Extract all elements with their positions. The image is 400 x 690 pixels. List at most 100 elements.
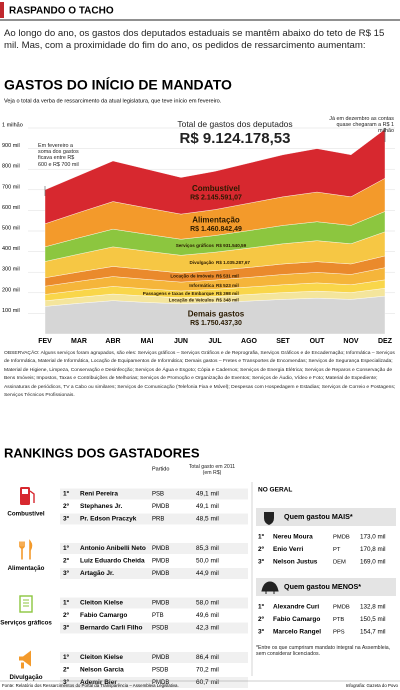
rank: 3º: [63, 516, 70, 523]
party: PMDB: [333, 535, 350, 541]
total: 49,6 mil: [196, 612, 219, 619]
name: Fabio Camargo: [80, 612, 127, 619]
overall-title: NO GERAL: [258, 487, 292, 494]
name: Ademir Bier: [80, 679, 117, 686]
name: Bernardo Carli Filho: [80, 625, 143, 632]
icon: [29, 539, 33, 560]
header-title: RASPANDO O TACHO: [9, 6, 114, 17]
icon: [22, 489, 28, 494]
rank: 3º: [63, 570, 70, 577]
name: Nelson Garcia: [80, 667, 124, 674]
party: PMDB: [152, 504, 169, 510]
area-label: Passagens e taxas de Embarque: [143, 291, 215, 296]
y-tick-label: 700 mil: [2, 184, 20, 190]
party: PT: [333, 547, 341, 553]
area-label: Informática: [189, 283, 214, 288]
total: 70,2 mil: [196, 667, 219, 674]
total: 150,5 mil: [360, 616, 386, 623]
area-label: Locação de Veículos: [169, 297, 215, 302]
area-value: R$ 398 mil: [216, 291, 239, 296]
source: Fonte: Relatório dos Ressarcimentos do P…: [2, 683, 179, 688]
icon: [261, 581, 279, 594]
name: Marcelo Rangel: [273, 629, 321, 636]
rank: 3º: [63, 625, 70, 632]
total: 132,8 mil: [360, 604, 386, 611]
total: 154,7 mil: [360, 629, 386, 636]
rank: 3º: [258, 629, 265, 636]
category-name: Alimentação: [8, 565, 45, 572]
party: PMDB: [152, 655, 169, 661]
area-label: Demais gastos: [188, 310, 245, 319]
y-tick-label: 800 mil: [2, 164, 20, 170]
area: [44, 128, 386, 225]
row-bg: [60, 488, 248, 500]
x-tick-label: AGO: [241, 338, 258, 345]
rank: 2º: [63, 503, 70, 510]
row-bg: [60, 677, 248, 688]
observation: OBSERVAÇÃO: Alguns serviços foram agrupa…: [4, 351, 396, 399]
col-party: Partido: [152, 466, 169, 472]
intro: Ao longo do ano, os gastos dos deputados…: [4, 28, 385, 51]
y-tick-label: 1 milhão: [2, 122, 23, 128]
rank: 1º: [258, 534, 265, 541]
area-label: Locação de Imóveis: [170, 274, 214, 279]
party: PMDB: [152, 546, 169, 552]
party: PMDB: [333, 605, 350, 611]
total-value: R$ 9.124.178,53: [179, 130, 291, 147]
row-bg: [60, 652, 248, 663]
icon: [29, 490, 35, 503]
area-value: R$ 2.145.591,07: [190, 194, 242, 201]
row-bg: [60, 555, 248, 567]
party: PSDB: [152, 626, 168, 632]
x-tick-label: ABR: [105, 338, 120, 345]
name: Cleiton Kielse: [80, 600, 123, 607]
party: PMDB: [152, 571, 169, 577]
category-name: Divulgação: [9, 674, 42, 681]
area-label: Divulgação: [189, 260, 214, 265]
rank: 1º: [63, 545, 70, 552]
area-label: Combustível: [192, 184, 240, 193]
group-header: [256, 578, 396, 596]
col-total: Total gasto em 2011 (em R$): [188, 464, 236, 476]
party: PMDB: [152, 601, 169, 607]
chart-subtitle: Veja o total da verba de ressarcimento d…: [4, 98, 222, 104]
x-tick-label: DEZ: [378, 338, 393, 345]
x-tick-label: MAI: [141, 338, 154, 345]
x-tick-label: FEV: [38, 338, 52, 345]
total: 169,0 mil: [360, 559, 386, 566]
category-name: Combustível: [7, 511, 44, 518]
total: 85,3 mil: [196, 545, 219, 552]
name: Cleiton Kielse: [80, 654, 123, 661]
row-bg: [60, 622, 248, 634]
party: DEM: [333, 560, 346, 566]
overall: Quem gastou MAIS* 1º Nereu Moura PMDB 173,0 …: [256, 508, 396, 636]
row-bg: [60, 597, 248, 609]
party: PSB: [152, 492, 164, 498]
overall-note: *Entre os que cumpriram mandato integral…: [256, 645, 391, 658]
total: 173,0 mil: [360, 534, 386, 541]
rank: 3º: [63, 679, 70, 686]
party: PMDB: [152, 680, 169, 686]
row-bg: [60, 501, 248, 512]
name: Antonio Anibelli Neto: [80, 545, 146, 552]
group-title: Quem gastou MAIS*: [284, 512, 353, 521]
rank: 1º: [63, 600, 70, 607]
area-value: R$ 1.460.842,49: [190, 226, 242, 233]
header-mark: [0, 2, 4, 18]
y-tick-label: 500 mil: [2, 225, 20, 231]
icon: [264, 512, 274, 525]
y-tick-label: 900 mil: [2, 143, 20, 149]
y-tick-label: 400 mil: [2, 246, 20, 252]
total: 49,1 mil: [196, 491, 219, 498]
rank: 2º: [63, 667, 70, 674]
name: Artagão Jr.: [80, 570, 114, 577]
note-end: Já em dezembro as contas quase chegaram …: [329, 116, 394, 135]
area-chart: 100 mil 200 mil 300 mil 400 mil 500 mil 600 m…: [2, 122, 395, 345]
row-bg: [60, 513, 248, 525]
rank: 1º: [63, 491, 70, 498]
x-tick-label: OUT: [310, 338, 326, 345]
name: Nelson Justus: [273, 559, 318, 566]
row-bg: [60, 543, 248, 554]
